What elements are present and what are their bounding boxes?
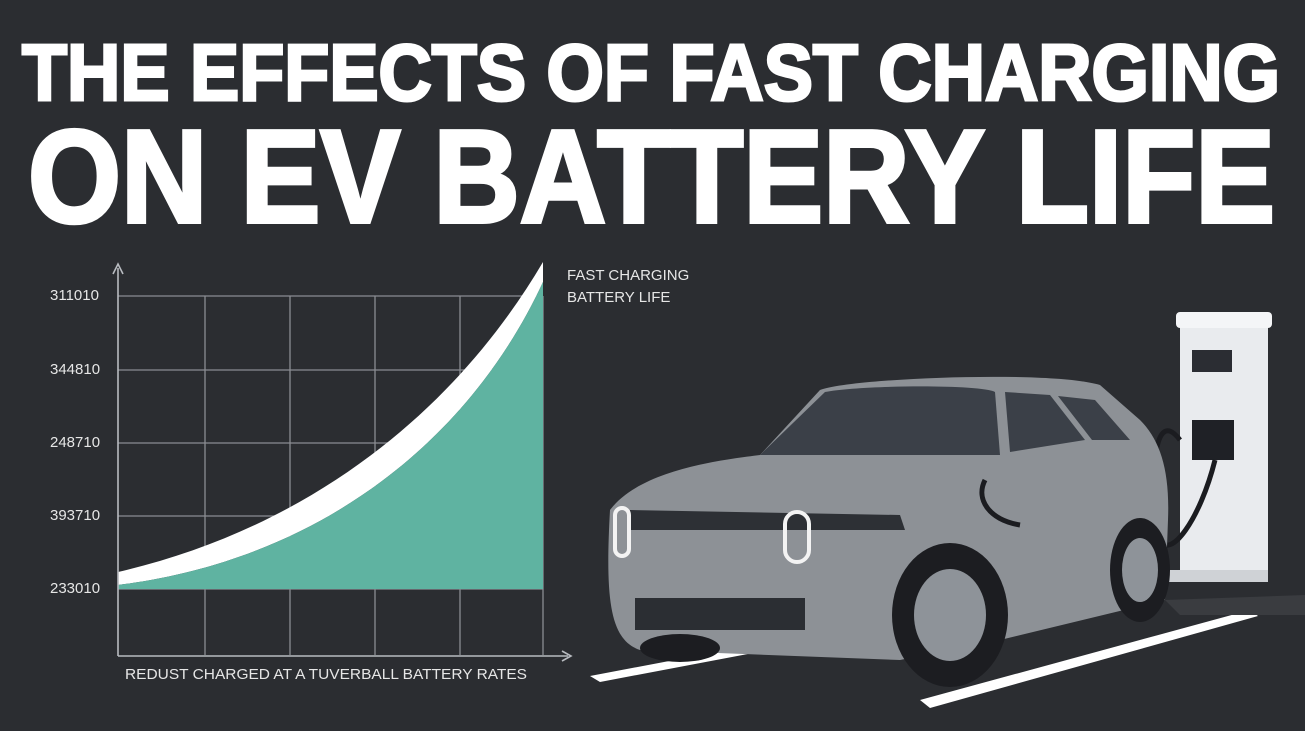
y-label: 233010 bbox=[50, 580, 100, 597]
title-line-2: ON EV BATTERY LIFE bbox=[28, 103, 1275, 250]
y-labels: 311010 344810 248710 393710 233010 bbox=[50, 287, 100, 597]
y-label: 311010 bbox=[50, 287, 99, 304]
legend-entry: BATTERY LIFE bbox=[567, 289, 670, 306]
legend-entry: FAST CHARGING bbox=[567, 267, 689, 284]
y-label: 344810 bbox=[50, 361, 100, 378]
curb bbox=[1165, 595, 1305, 615]
y-label: 248710 bbox=[50, 434, 100, 451]
charger bbox=[1151, 312, 1272, 582]
axes bbox=[112, 262, 573, 662]
title-line-1: THE EFFECTS OF FAST CHARGING bbox=[22, 28, 1280, 117]
x-axis-label: REDUST CHARGED AT A TUVERBALL BATTERY RA… bbox=[125, 666, 527, 683]
battery-life-area bbox=[118, 282, 543, 589]
car bbox=[608, 376, 1170, 687]
y-label: 393710 bbox=[50, 507, 100, 524]
